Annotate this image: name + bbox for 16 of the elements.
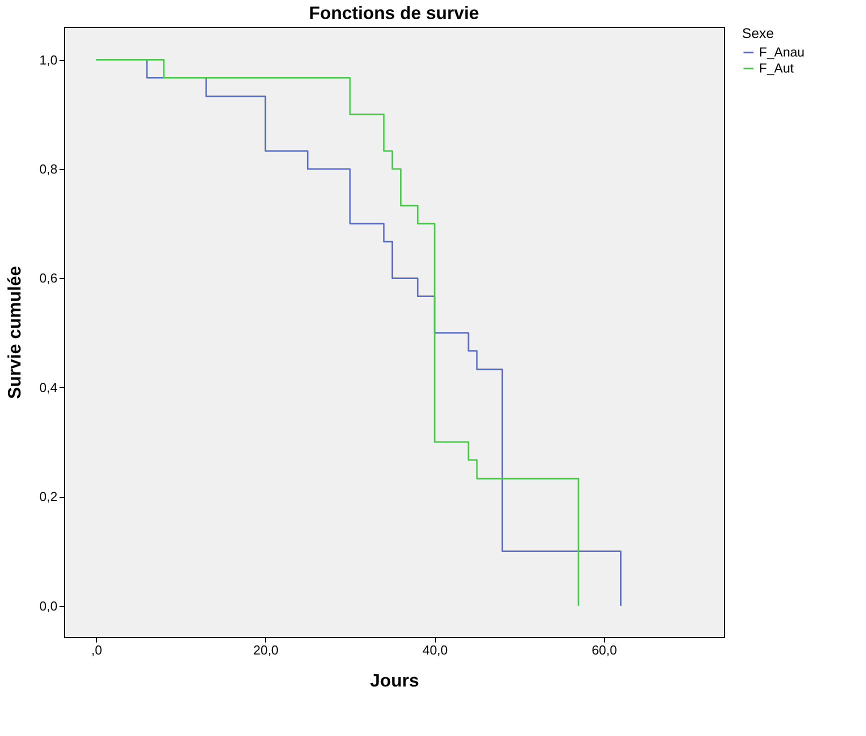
x-tick-label: 20,0	[253, 642, 279, 658]
chart-title: Fonctions de survie	[308, 3, 480, 23]
x-tick-label: 40,0	[422, 642, 448, 658]
x-axis-title: Jours	[370, 670, 420, 690]
y-tick-label: 0,2	[39, 489, 58, 504]
x-tick-label: ,0	[91, 642, 102, 658]
y-tick-label: 0,8	[39, 161, 58, 176]
y-axis-title: Survie cumulée	[4, 266, 24, 400]
y-tick-label: 1,0	[39, 52, 58, 68]
y-tick-label: 0,6	[39, 270, 58, 286]
x-tick-label: 60,0	[592, 642, 617, 658]
y-tick-label: 0,4	[39, 380, 58, 395]
y-tick-label: 0,0	[39, 598, 58, 614]
legend-label: F_Anau	[759, 44, 805, 60]
legend-title: Sexe	[742, 25, 774, 41]
legend-label: F_Aut	[759, 60, 794, 76]
